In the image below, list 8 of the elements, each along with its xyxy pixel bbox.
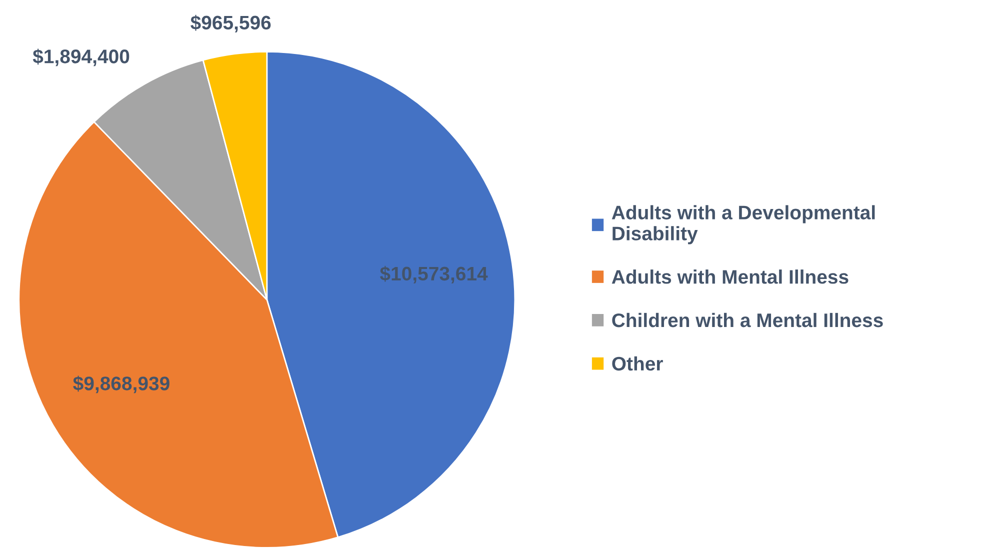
legend-label: Other (612, 356, 663, 371)
legend-label: Adults with Mental Illness (612, 270, 848, 284)
legend-label: Children with a Mental Illness (612, 312, 883, 328)
data-label: $10,573,614 (380, 266, 488, 284)
legend-label: Adults with a Developmental Disability (612, 205, 875, 244)
data-label: $965,596 (190, 14, 271, 32)
data-label: $1,894,400 (32, 48, 130, 66)
data-label: $9,868,939 (73, 376, 170, 394)
